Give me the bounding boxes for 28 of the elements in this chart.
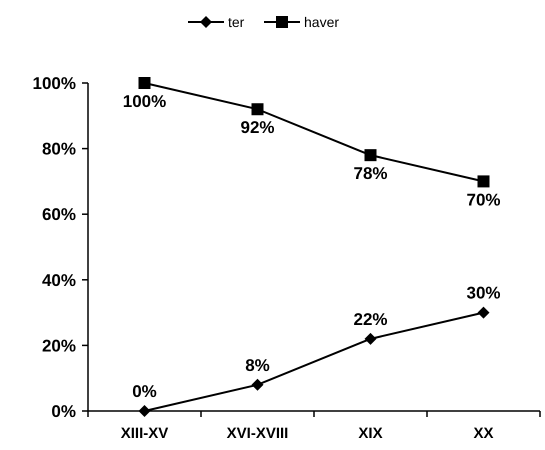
x-tick-label: XX bbox=[473, 425, 494, 442]
point bbox=[364, 149, 376, 162]
legend-label: ter bbox=[228, 14, 245, 30]
point bbox=[478, 306, 490, 319]
point bbox=[252, 103, 264, 116]
y-tick-label: 100% bbox=[32, 74, 76, 93]
point bbox=[138, 77, 150, 89]
point bbox=[252, 378, 264, 391]
data-label: 78% bbox=[353, 164, 388, 184]
legend-label: haver bbox=[304, 14, 340, 30]
x-tick-label: XIII-XV bbox=[120, 425, 168, 442]
y-tick-label: 80% bbox=[42, 140, 76, 159]
x-tick-label: XVI-XVIII bbox=[226, 425, 288, 442]
y-tick-label: 40% bbox=[42, 270, 76, 290]
y-tick-label: 60% bbox=[42, 205, 76, 224]
point bbox=[478, 175, 490, 188]
data-label: 92% bbox=[240, 118, 275, 138]
y-tick-label: 20% bbox=[42, 336, 76, 356]
y-tick-label: 0% bbox=[51, 402, 76, 421]
data-label: 22% bbox=[353, 310, 388, 329]
data-label: 0% bbox=[132, 382, 157, 401]
data-label: 70% bbox=[466, 190, 501, 210]
point bbox=[364, 332, 376, 345]
x-tick-label: XIX bbox=[358, 425, 383, 442]
data-label: 30% bbox=[466, 284, 501, 303]
point bbox=[138, 405, 150, 417]
data-label: 8% bbox=[245, 356, 270, 375]
data-label: 100% bbox=[122, 92, 166, 111]
